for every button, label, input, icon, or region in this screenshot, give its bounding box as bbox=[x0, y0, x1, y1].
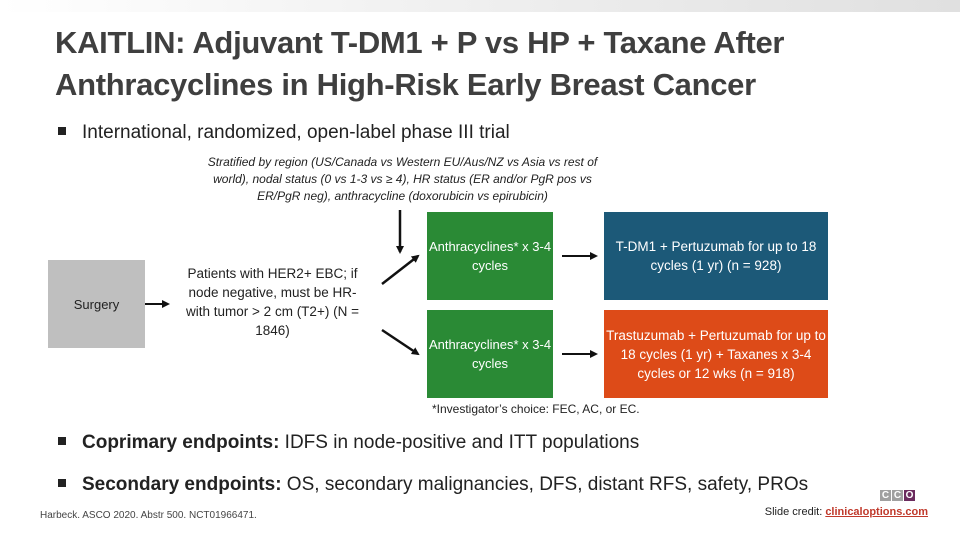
cco-logo: C C O bbox=[880, 490, 916, 501]
arm1-chemo-box: Anthracyclines* x 3-4 cycles bbox=[427, 212, 553, 300]
logo-letter-3: O bbox=[904, 490, 915, 501]
citation: Harbeck. ASCO 2020. Abstr 500. NCT019664… bbox=[40, 510, 257, 521]
top-bar bbox=[0, 0, 960, 12]
arrow-to-arm1 bbox=[381, 254, 420, 285]
design-text: International, randomized, open-label ph… bbox=[82, 122, 510, 143]
secondary-label: Secondary endpoints: bbox=[82, 474, 282, 495]
coprimary-bullet: Coprimary endpoints: IDFS in node-positi… bbox=[58, 432, 639, 454]
design-bullet: International, randomized, open-label ph… bbox=[58, 122, 510, 144]
coprimary-text: IDFS in node-positive and ITT population… bbox=[279, 432, 640, 453]
surgery-box: Surgery bbox=[48, 260, 145, 348]
footnote: *Investigator’s choice: FEC, AC, or EC. bbox=[432, 402, 640, 416]
credit-label: Slide credit: bbox=[764, 506, 826, 518]
patients-box: Patients with HER2+ EBC; if node negativ… bbox=[186, 266, 359, 338]
slide-credit: Slide credit: clinicaloptions.com bbox=[765, 506, 928, 518]
secondary-text: OS, secondary malignancies, DFS, distant… bbox=[281, 474, 809, 495]
logo-letter-1: C bbox=[880, 490, 891, 501]
logo-letter-2: C bbox=[892, 490, 903, 501]
arm2-chemo-box: Anthracyclines* x 3-4 cycles bbox=[427, 310, 553, 398]
slide-title: KAITLIN: Adjuvant T-DM1 + P vs HP + Taxa… bbox=[55, 25, 785, 102]
coprimary-label: Coprimary endpoints: bbox=[82, 432, 280, 453]
arm1-treatment-box: T-DM1 + Pertuzumab for up to 18 cycles (… bbox=[604, 212, 828, 300]
bullet-icon bbox=[58, 126, 66, 135]
arrow-to-arm2 bbox=[381, 328, 420, 356]
secondary-bullet: Secondary endpoints: OS, secondary malig… bbox=[58, 474, 808, 496]
bullet-icon bbox=[58, 436, 66, 445]
credit-link[interactable]: clinicaloptions.com bbox=[825, 506, 928, 518]
bullet-icon bbox=[58, 478, 66, 487]
stratification-note: Stratified by region (US/Canada vs Weste… bbox=[207, 155, 598, 203]
arm2-treatment-box: Trastuzumab + Pertuzumab for up to 18 cy… bbox=[604, 310, 828, 398]
